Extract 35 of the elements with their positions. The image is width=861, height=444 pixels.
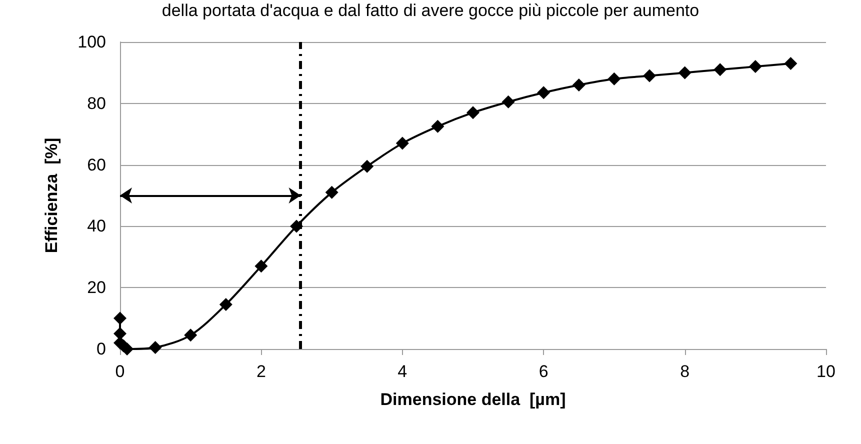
x-tick-label: 0 [115, 362, 125, 381]
y-axis-title: Efficienza [%] [42, 138, 61, 254]
point [784, 56, 798, 70]
x-tick-label: 10 [816, 362, 836, 381]
point [184, 328, 198, 342]
point [643, 69, 656, 82]
point [114, 312, 126, 325]
y-tick-label: 60 [87, 155, 106, 174]
point [466, 106, 480, 120]
x-tick-label: 4 [398, 362, 408, 381]
x-tick-label: 2 [256, 362, 266, 381]
point [325, 186, 338, 199]
point [148, 340, 162, 354]
point [219, 298, 232, 311]
y-tick-label: 40 [87, 216, 106, 236]
point [537, 86, 550, 100]
y-tick-label: 0 [96, 340, 106, 358]
point [254, 260, 268, 273]
point [714, 63, 727, 76]
point [572, 78, 586, 92]
text: della portata d'acqua e dal fatto di avere gocce più piccole per aumento [162, 1, 700, 20]
point [114, 327, 126, 340]
point [748, 60, 762, 74]
y-tick-label: 100 [78, 32, 106, 52]
point [502, 95, 515, 108]
x-axis-title: Dimensione della [µm] [380, 390, 566, 409]
point [608, 72, 621, 86]
y-tick-label: 20 [87, 278, 106, 298]
point [678, 66, 692, 80]
point [396, 136, 409, 150]
point [431, 120, 444, 133]
y-tick-label: 80 [87, 94, 106, 113]
x-tick-label: 6 [538, 362, 548, 381]
point [360, 160, 374, 173]
x-tick-label: 8 [680, 362, 690, 381]
